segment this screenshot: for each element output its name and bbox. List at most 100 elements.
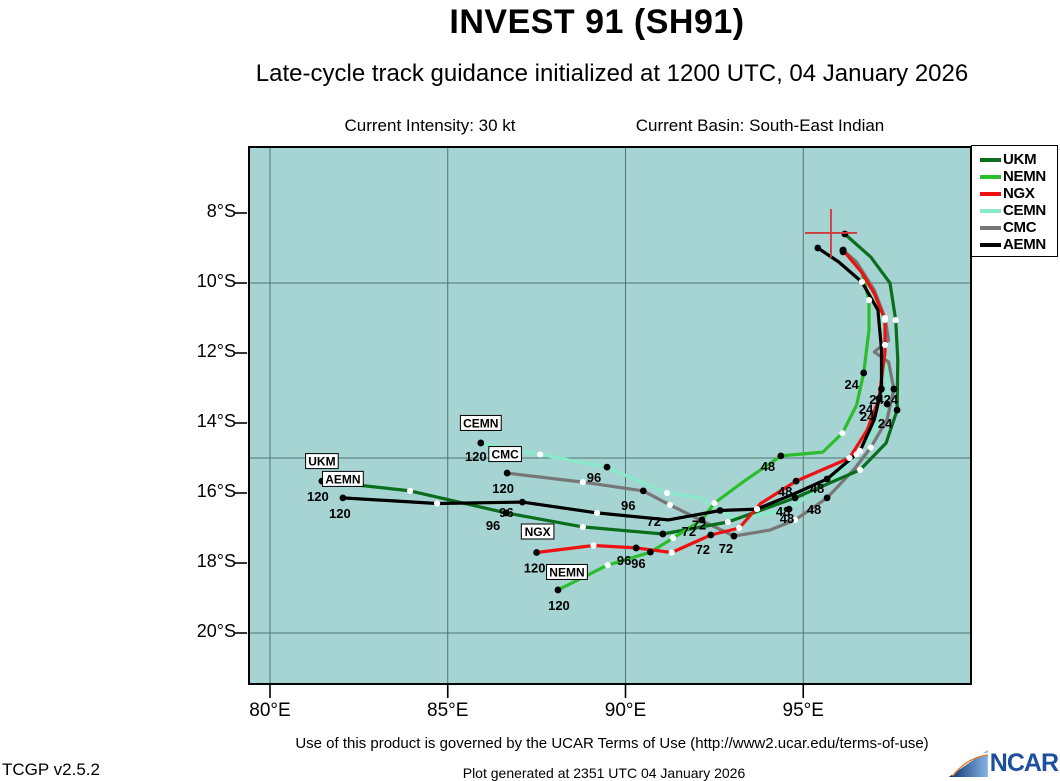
legend-label-AEMN: AEMN: [1003, 236, 1046, 253]
model-label-NGX: NGX: [525, 525, 551, 539]
waypoint-dot-NGX: [875, 395, 883, 402]
tcgp-version-label: TCGP v2.5.2: [2, 760, 100, 779]
intermediate-dot-NEMN: [839, 430, 846, 437]
intermediate-dot-CEMN: [663, 489, 671, 497]
waypoint-dot-NEMN: [698, 516, 706, 524]
track-NEMN: [556, 248, 871, 592]
waypoint-dot-NEMN: [777, 452, 785, 460]
hour-label-UKM: 72: [647, 514, 661, 529]
hour-label-CEMN: 48: [780, 511, 794, 526]
x-tick-label: 90°E: [604, 700, 647, 721]
track-map-canvas: 24 48 96 120 24 48 72 96 120 24 48 72 96 120 24 48 72 96 1…: [234, 148, 970, 698]
waypoint-dot-CMC: [823, 494, 831, 502]
hour-label-NGX: 72: [696, 542, 710, 557]
model-label-CEMN: CEMN: [463, 416, 498, 430]
y-tick-label: 20°S: [196, 621, 236, 641]
hour-label-NEMN: 120: [548, 598, 570, 613]
legend-label-CMC: CMC: [1003, 219, 1037, 236]
model-label-UKM: UKM: [308, 455, 335, 469]
plot-subtitle: Late-cycle track guidance initialized at…: [255, 60, 969, 87]
legend-swatch-NGX: [980, 191, 1001, 196]
legend-label-NEMN: NEMN: [1003, 168, 1046, 185]
legend-swatch-CMC: [980, 225, 1001, 230]
model-label-box-UKM: [305, 453, 339, 470]
legend-swatch-UKM: [980, 157, 1001, 162]
hour-label-CMC: 120: [492, 481, 514, 496]
intermediate-dot-AEMN: [753, 506, 761, 513]
hour-label-CEMN: 24: [860, 409, 875, 424]
intermediate-dot-CEMN: [537, 451, 544, 458]
waypoint-dot-AEMN: [878, 385, 885, 393]
hour-label-NEMN: 24: [844, 377, 859, 392]
hour-label-NGX: 120: [524, 561, 546, 576]
model-label-box-AEMN: [321, 470, 364, 487]
waypoint-dot-CEMN: [477, 439, 485, 447]
waypoint-dot-UKM: [841, 230, 849, 238]
current-basin-label: Current Basin: South-East Indian: [635, 116, 885, 135]
model-label-box-NGX: [520, 523, 555, 540]
hour-label-UKM: 48: [776, 504, 790, 519]
intermediate-dot-AEMN: [857, 447, 864, 455]
waypoint-dot-CMC: [730, 532, 738, 540]
intermediate-dot-CMC: [867, 444, 874, 451]
current-intensity-label: Current Intensity: 30 kt: [344, 116, 516, 135]
waypoint-dot-CMC: [639, 487, 647, 495]
hour-label-CEMN: 120: [465, 449, 487, 464]
plot-generated-timestamp: Plot generated at 2351 UTC 04 January 20…: [462, 765, 746, 781]
hour-label-CEMN: 96: [587, 470, 601, 485]
y-tick-label: 14°S: [196, 411, 236, 431]
waypoint-dot-NGX: [707, 531, 715, 539]
model-label-box-CMC: [488, 446, 522, 463]
y-tick-label: 18°S: [196, 551, 236, 571]
hour-label-UKM: 24: [878, 416, 893, 431]
waypoint-dot-UKM: [659, 530, 667, 538]
model-label-NEMN: NEMN: [549, 565, 584, 579]
legend-swatch-CEMN: [980, 208, 1001, 213]
intermediate-dot-CMC: [791, 516, 799, 524]
waypoint-dot-CEMN: [883, 400, 891, 408]
hour-label-AEMN: 24: [869, 392, 884, 407]
terms-of-use-text: Use of this product is governed by the U…: [295, 735, 929, 752]
waypoint-dot-CEMN: [785, 505, 793, 513]
intermediate-dot-NEMN: [711, 500, 718, 507]
intermediate-dot-CMC: [666, 501, 674, 508]
legend-item-CEMN: CEMN: [980, 202, 1057, 219]
y-tick-label: 8°S: [206, 201, 236, 221]
hour-label-CMC: 72: [719, 541, 733, 556]
waypoint-dot-AEMN: [519, 498, 526, 506]
waypoint-dot-NEMN: [860, 369, 868, 377]
intermediate-dot-AEMN: [433, 500, 441, 507]
waypoint-dot-UKM: [791, 494, 799, 502]
waypoint-dot-AEMN: [823, 475, 831, 483]
intermediate-dot-NGX: [590, 542, 597, 549]
legend-item-NGX: NGX: [980, 185, 1057, 202]
waypoint-dot-CMC: [503, 469, 511, 477]
legend-label-UKM: UKM: [1003, 151, 1037, 168]
intermediate-dot-CEMN: [881, 341, 889, 349]
intermediate-dot-NEMN: [865, 297, 873, 304]
x-tick-label: 85°E: [427, 700, 469, 721]
hour-label-CMC: 24: [884, 392, 899, 407]
waypoint-dot-NEMN: [554, 586, 562, 594]
intermediate-dot-UKM: [406, 487, 414, 494]
intermediate-dot-NGX: [846, 454, 853, 462]
model-label-CMC: CMC: [491, 448, 519, 462]
track-map: 24 48 96 120 24 48 72 96 120 24 48 72 96 120 24 48 72 96 1…: [234, 146, 972, 698]
legend-swatch-NEMN: [980, 174, 1001, 179]
intermediate-dot-UKM: [724, 518, 731, 526]
y-tick-label: 10°S: [196, 271, 236, 291]
ncar-logo: NCAR: [946, 746, 1059, 780]
hour-label-AEMN: 48: [810, 481, 824, 496]
hour-label-NEMN: 48: [761, 459, 775, 474]
intermediate-dot-NEMN: [670, 535, 677, 542]
track-NGX: [535, 248, 887, 555]
model-legend: UKM NEMN NGX CEMN CMC AEMN: [971, 145, 1058, 257]
y-tick-label: 12°S: [196, 341, 236, 361]
waypoint-dot-NGX: [533, 549, 541, 556]
legend-item-NEMN: NEMN: [980, 168, 1057, 185]
intermediate-dot-UKM: [579, 523, 586, 531]
hour-label-NEMN: 72: [682, 524, 696, 539]
intermediate-dot-UKM: [857, 466, 864, 473]
hour-label-NEMN: 96: [631, 556, 645, 571]
hour-label-CMC: 96: [621, 498, 635, 513]
